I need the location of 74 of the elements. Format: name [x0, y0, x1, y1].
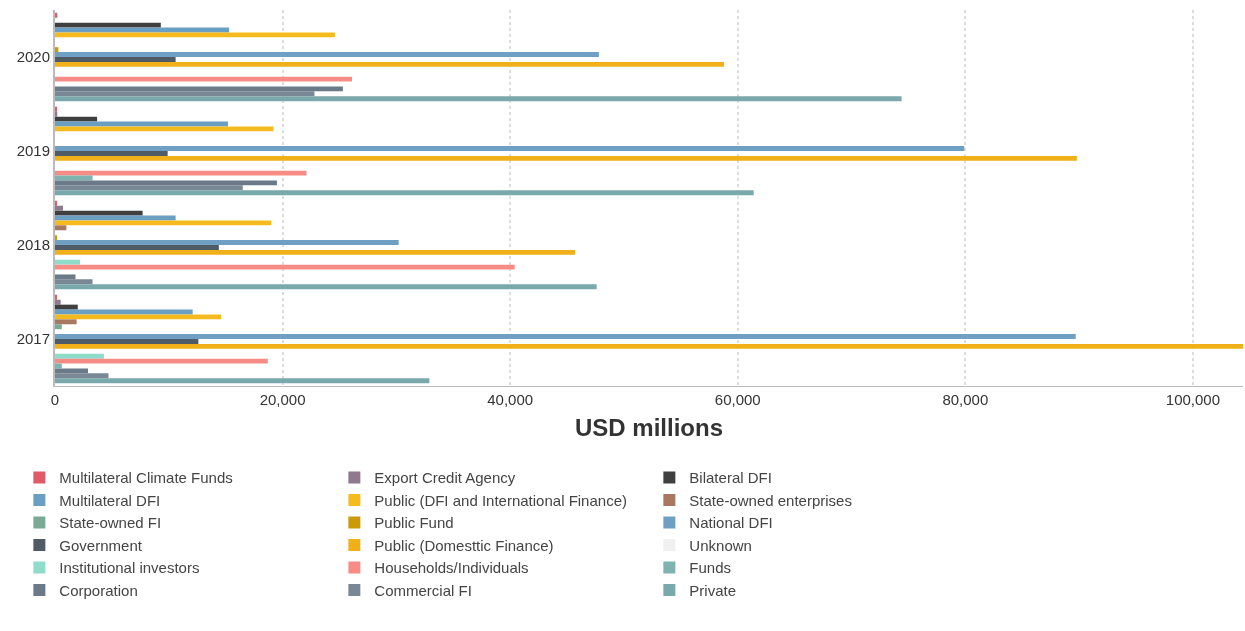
- legend-label: Multilateral Climate Funds: [59, 469, 233, 487]
- bar: [55, 274, 76, 280]
- legend-label: Bilateral DFI: [689, 469, 772, 487]
- legend-label: Funds: [689, 559, 732, 577]
- bar: [55, 126, 274, 132]
- legend-label: Public (DFI and International Finance): [374, 491, 627, 509]
- bar: [55, 32, 335, 38]
- bar: [55, 61, 725, 67]
- bar: [55, 151, 168, 156]
- bar: [55, 264, 515, 270]
- bar: [55, 304, 78, 310]
- bar: [55, 373, 109, 379]
- y-tick-label: 2018: [16, 236, 50, 254]
- bar: [55, 210, 143, 216]
- bar: [55, 146, 965, 151]
- x-tick-label: 60,000: [714, 391, 761, 408]
- bar: [55, 319, 77, 325]
- legend-label: Unknown: [689, 536, 752, 554]
- legend-label: State-owned enterprises: [689, 491, 852, 509]
- bar: [55, 111, 58, 117]
- bar: [55, 116, 98, 122]
- bar: [55, 368, 88, 374]
- legend-label: Institutional investors: [59, 559, 200, 577]
- legend-label: Corporation: [59, 581, 138, 599]
- bar: [55, 353, 104, 359]
- bar: [55, 96, 902, 102]
- bar: [55, 205, 63, 211]
- bar: [55, 155, 1077, 161]
- bar: [55, 259, 81, 265]
- bar: [55, 52, 599, 57]
- legend-label: Government: [59, 536, 143, 554]
- x-tick-label: 0: [50, 391, 60, 408]
- bar: [55, 22, 161, 28]
- bar: [55, 378, 430, 384]
- x-axis-title: USD millions: [574, 414, 724, 442]
- bar: [55, 249, 576, 255]
- legend-label: State-owned FI: [59, 514, 162, 532]
- bar: [55, 185, 243, 191]
- legend-label: Public (Domesttic Finance): [374, 536, 554, 554]
- bar: [55, 245, 219, 250]
- bar: [55, 324, 62, 330]
- bar: [55, 339, 199, 344]
- legend-label: Export Credit Agency: [374, 469, 516, 487]
- x-tick-label: 40,000: [487, 391, 534, 408]
- bar: [55, 170, 307, 176]
- bar: [55, 299, 61, 305]
- bar: [55, 12, 58, 18]
- bar: [55, 358, 268, 364]
- x-tick-label: 80,000: [942, 391, 989, 408]
- legend-label: Multilateral DFI: [59, 491, 161, 509]
- y-tick-label: 2019: [16, 142, 50, 160]
- bar: [55, 284, 597, 290]
- y-tick-label: 2017: [16, 330, 50, 348]
- bar: [55, 76, 352, 82]
- bar: [55, 190, 754, 196]
- bar: [55, 279, 93, 285]
- bar: [55, 220, 272, 226]
- y-tick-label: 2020: [16, 48, 50, 66]
- legend-label: Households/Individuals: [374, 559, 529, 577]
- bar: [55, 240, 399, 245]
- bar: [55, 334, 1076, 339]
- x-tick-label: 100,000: [1165, 391, 1221, 408]
- bar: [55, 314, 222, 320]
- bar: [55, 57, 176, 62]
- legend-label: Private: [689, 581, 737, 599]
- bar: [55, 86, 343, 92]
- legend-label: National DFI: [689, 514, 773, 532]
- legend-label: Public Fund: [374, 514, 454, 532]
- bar: [55, 225, 67, 231]
- bar: [55, 180, 277, 186]
- bar: [55, 91, 315, 97]
- x-tick-label: 20,000: [259, 391, 306, 408]
- bar: [55, 343, 1243, 349]
- legend-label: Commercial FI: [374, 581, 472, 599]
